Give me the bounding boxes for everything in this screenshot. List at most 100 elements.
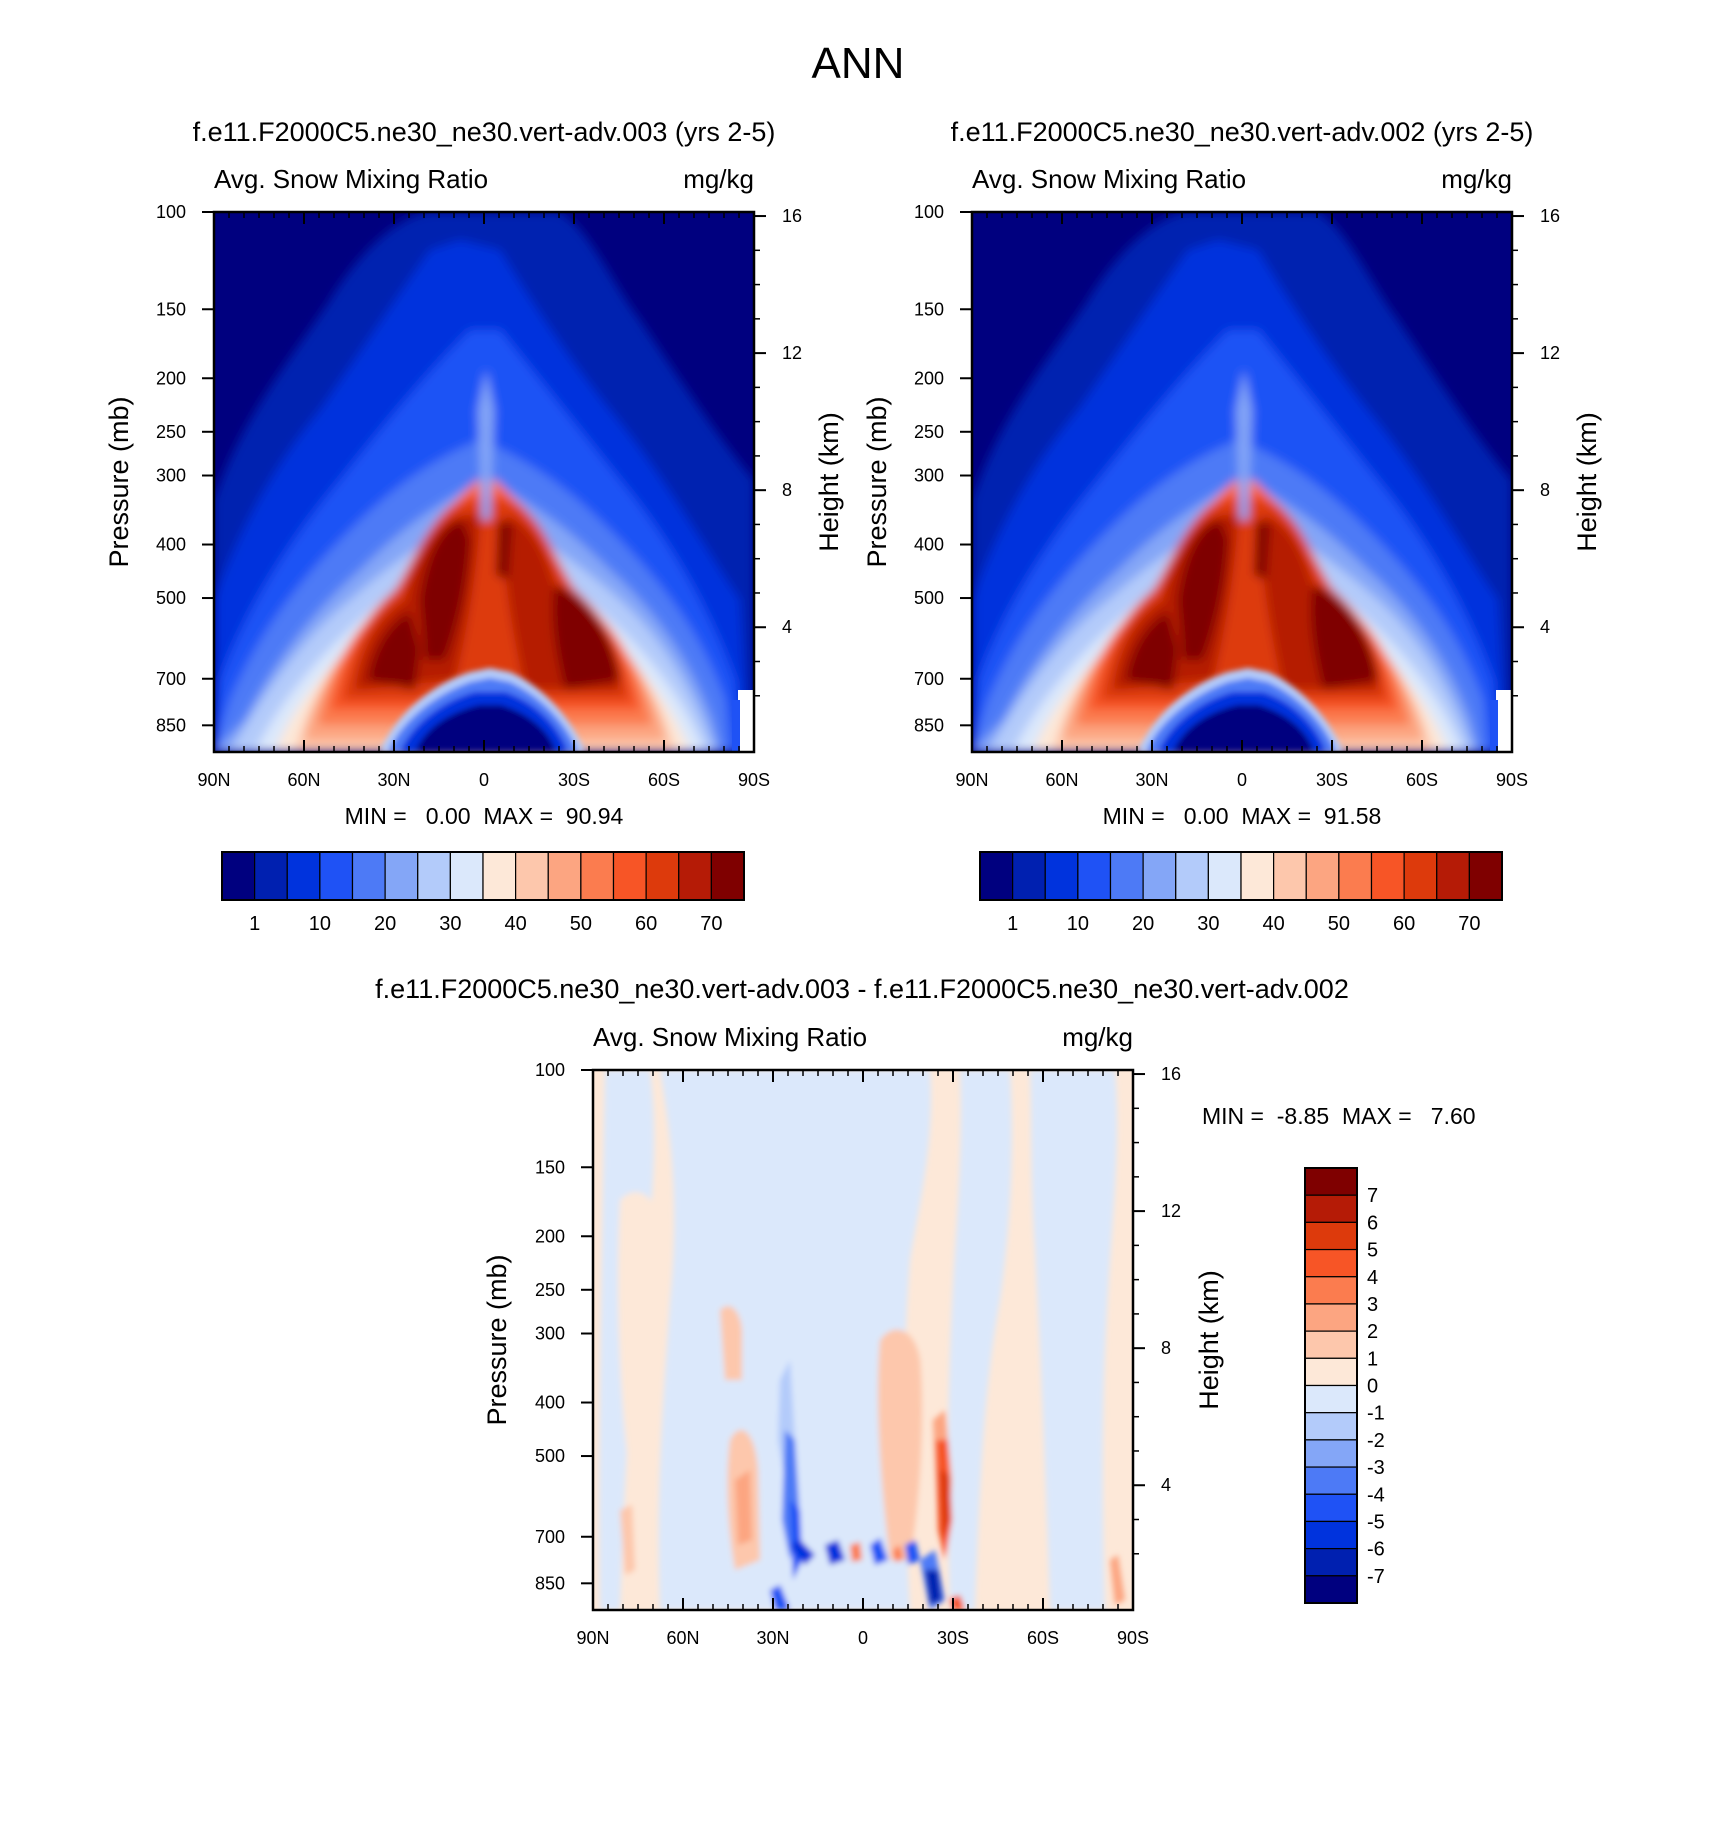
- x-tick-label: 90S: [738, 770, 770, 790]
- y-tick-label: 300: [535, 1324, 565, 1344]
- colorbar-label: -1: [1367, 1403, 1385, 1425]
- colorbar-swatch: [1273, 851, 1307, 901]
- colorbar-label: 30: [439, 913, 461, 935]
- colorbar-label: 0: [1367, 1376, 1378, 1398]
- colorbar-label: 10: [1067, 913, 1089, 935]
- colorbar-swatch: [1304, 1384, 1358, 1414]
- colorbar-swatch: [612, 851, 647, 901]
- x-tick-label: 30S: [558, 770, 590, 790]
- colorbar-label: 40: [505, 913, 527, 935]
- panel-title: f.e11.F2000C5.ne30_ne30.vert-adv.002 (yr…: [951, 117, 1534, 147]
- colorbar-swatch: [449, 851, 484, 901]
- y-axis-title: Pressure (mb): [862, 396, 892, 567]
- colorbar-label: -3: [1367, 1457, 1385, 1479]
- x-tick-label: 0: [479, 770, 489, 790]
- y-tick-label: 700: [914, 669, 944, 689]
- units-label: mg/kg: [1062, 1022, 1133, 1052]
- colorbar-swatch: [1304, 1303, 1358, 1332]
- colorbar-swatch: [1304, 1548, 1358, 1577]
- colorbar-swatch: [1077, 851, 1112, 901]
- colorbar-swatch: [351, 851, 386, 901]
- colorbar-swatch: [1304, 1493, 1358, 1523]
- y-tick-label: 850: [914, 715, 944, 735]
- colorbar-label: 1: [1007, 913, 1018, 935]
- colorbar-label: 4: [1367, 1267, 1378, 1289]
- y-tick-label: 100: [535, 1060, 565, 1080]
- colorbar: 1 10 20 30 40 50 60 70: [979, 851, 1503, 935]
- min-max-stats: MIN = -8.85 MAX = 7.60: [1202, 1103, 1476, 1129]
- y-tick-label: 500: [535, 1446, 565, 1466]
- x-tick-label: 60S: [1027, 1628, 1059, 1648]
- x-tick-label: 0: [858, 1628, 868, 1648]
- colorbar-label: -6: [1367, 1539, 1385, 1561]
- y-tick-label: 300: [156, 466, 186, 486]
- x-tick-label: 30N: [756, 1628, 789, 1648]
- y-tick-label: 250: [914, 422, 944, 442]
- colorbar-label: 2: [1367, 1321, 1378, 1343]
- variable-label: Avg. Snow Mixing Ratio: [593, 1022, 867, 1052]
- min-max-stats: MIN = 0.00 MAX = 91.58: [1103, 803, 1382, 829]
- panel-control: f.e11.F2000C5.ne30_ne30.vert-adv.002 (yr…: [862, 117, 1602, 935]
- colorbar-swatch: [1304, 1248, 1358, 1278]
- colorbar-label: 7: [1367, 1185, 1378, 1207]
- contour-field: [972, 212, 1512, 752]
- panel-title: f.e11.F2000C5.ne30_ne30.vert-adv.003 (yr…: [193, 117, 776, 147]
- colorbar-swatch: [1304, 1466, 1358, 1495]
- colorbar-label: 50: [570, 913, 592, 935]
- y-tick-label: 150: [156, 299, 186, 319]
- colorbar-swatch: [710, 851, 745, 901]
- colorbar-swatch: [286, 851, 321, 901]
- y-tick-label: 400: [156, 535, 186, 555]
- colorbar-label: 70: [1458, 913, 1480, 935]
- x-tick-label: 60S: [1406, 770, 1438, 790]
- x-tick-label: 30S: [937, 1628, 969, 1648]
- colorbar-label: 10: [309, 913, 331, 935]
- colorbar-swatch: [1304, 1167, 1358, 1196]
- y-tick-label: 500: [156, 588, 186, 608]
- colorbar-swatch: [1240, 851, 1275, 901]
- colorbar-swatch: [580, 851, 615, 901]
- colorbar-swatch: [1304, 1330, 1358, 1359]
- colorbar-label: 5: [1367, 1240, 1378, 1262]
- colorbar-swatch: [1468, 851, 1503, 901]
- colorbar-swatch: [1304, 1357, 1358, 1387]
- y2-tick-label: 8: [1540, 480, 1550, 500]
- colorbar-swatch: [678, 851, 712, 901]
- contour-field: [214, 212, 754, 752]
- colorbar: 7 6 5 4 3 2 1 0 -1 -2 -3 -4 -5 -6 -7: [1304, 1167, 1385, 1604]
- colorbar-swatch: [979, 851, 1014, 901]
- y-tick-label: 250: [535, 1280, 565, 1300]
- colorbar-swatch: [1304, 1439, 1358, 1468]
- y-tick-label: 100: [914, 202, 944, 222]
- colorbar-swatch: [1142, 851, 1177, 901]
- y-tick-label: 850: [535, 1573, 565, 1593]
- x-tick-label: 30S: [1316, 770, 1348, 790]
- y-tick-label: 700: [156, 669, 186, 689]
- contour-field: [593, 1070, 1133, 1610]
- y-tick-label: 500: [914, 588, 944, 608]
- colorbar-label: 3: [1367, 1294, 1378, 1316]
- y-tick-label: 200: [156, 368, 186, 388]
- colorbar-swatch: [1305, 851, 1340, 901]
- variable-label: Avg. Snow Mixing Ratio: [214, 164, 488, 194]
- colorbar-label: 6: [1367, 1212, 1378, 1234]
- y-tick-label: 400: [535, 1393, 565, 1413]
- y-tick-label: 100: [156, 202, 186, 222]
- y-tick-label: 400: [914, 535, 944, 555]
- y2-tick-label: 4: [1540, 617, 1550, 637]
- colorbar-label: 50: [1328, 913, 1350, 935]
- y2-tick-label: 4: [1161, 1475, 1171, 1495]
- x-tick-label: 90N: [955, 770, 988, 790]
- colorbar-swatch: [515, 851, 549, 901]
- colorbar-swatch: [1370, 851, 1405, 901]
- x-tick-label: 90S: [1117, 1628, 1149, 1648]
- colorbar-swatch: [1044, 851, 1079, 901]
- colorbar-swatch: [1304, 1412, 1358, 1441]
- min-max-stats: MIN = 0.00 MAX = 90.94: [345, 803, 624, 829]
- y2-axis-title: Height (km): [1194, 1270, 1224, 1410]
- x-tick-label: 30N: [377, 770, 410, 790]
- y-tick-label: 200: [535, 1226, 565, 1246]
- colorbar-label: -2: [1367, 1430, 1385, 1452]
- x-tick-label: 90N: [197, 770, 230, 790]
- y2-axis-title: Height (km): [814, 412, 844, 552]
